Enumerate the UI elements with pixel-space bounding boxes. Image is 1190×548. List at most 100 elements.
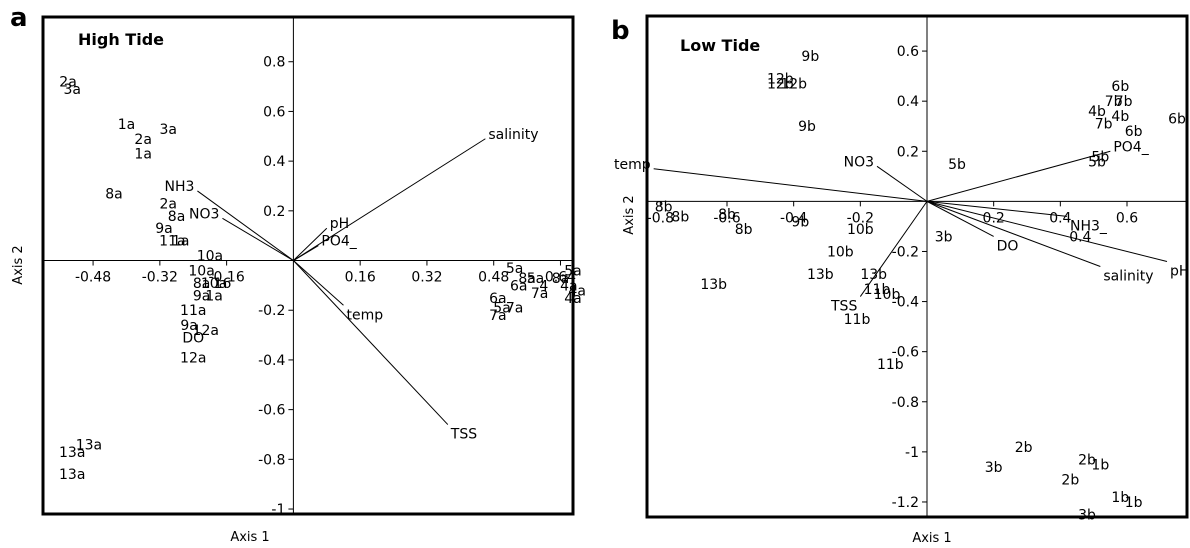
panel-a-plot: -0.48 -0.32 -0.16 0.16 0.32 0.48 0.64 0.8 0.6 0.4… bbox=[43, 17, 586, 518]
site-point: 12b bbox=[767, 72, 794, 88]
vector-line bbox=[293, 227, 328, 261]
vector-line bbox=[293, 138, 486, 261]
site-point: 1b bbox=[1125, 495, 1143, 511]
vector-line bbox=[197, 190, 294, 261]
y-tick-label: 0.2 bbox=[897, 144, 919, 160]
site-point: 13b bbox=[860, 267, 887, 283]
vector-line bbox=[293, 260, 449, 425]
vector-line bbox=[926, 150, 1111, 202]
x-tick-label: 0.4 bbox=[1049, 210, 1071, 226]
y-tick-label: 0.4 bbox=[263, 154, 285, 170]
site-point: 5a bbox=[506, 261, 524, 277]
site-point: 5a bbox=[564, 263, 582, 279]
x-tick-label: -0.32 bbox=[142, 270, 178, 286]
vector-line bbox=[859, 201, 928, 297]
site-point: 7b bbox=[1115, 94, 1133, 110]
site-point: 9b bbox=[798, 119, 816, 135]
site-point: 13b bbox=[700, 277, 727, 293]
panel-a-xlabel: Axis 1 bbox=[230, 530, 269, 545]
vector-line bbox=[926, 200, 994, 237]
y-tick-label: 0.6 bbox=[263, 104, 285, 120]
x-tick-label: 0.6 bbox=[1116, 210, 1138, 226]
site-point: 8a bbox=[552, 271, 570, 287]
site-point: 10a bbox=[188, 263, 214, 279]
vector-line bbox=[653, 168, 928, 202]
site-point: 9b bbox=[801, 49, 819, 65]
site-point: 1b bbox=[1111, 490, 1129, 506]
site-point: 2a bbox=[134, 132, 152, 148]
site-point: 10b bbox=[847, 222, 874, 238]
vector-label: PO4_ bbox=[1113, 139, 1149, 155]
vector-line bbox=[926, 200, 1101, 267]
site-point: 5b bbox=[948, 157, 966, 173]
site-point: 8b bbox=[671, 209, 689, 225]
site-point: 8b bbox=[735, 222, 753, 238]
y-tick-label: -1 bbox=[271, 502, 285, 518]
site-point: 3a bbox=[63, 82, 81, 98]
y-tick-label: -0.6 bbox=[892, 345, 919, 361]
site-point: 4a bbox=[564, 291, 582, 307]
vector-line bbox=[926, 200, 1068, 217]
site-point: 2a bbox=[159, 196, 177, 212]
vector-label: temp bbox=[346, 307, 383, 323]
x-tick-label: -0.6 bbox=[713, 210, 740, 226]
x-tick-label: 0.16 bbox=[345, 270, 376, 286]
site-point: 9a bbox=[193, 288, 211, 304]
site-point: 9a bbox=[155, 221, 173, 237]
y-tick-label: -0.4 bbox=[892, 295, 919, 311]
site-point: 10b bbox=[827, 244, 854, 260]
y-tick-label: 0.2 bbox=[263, 204, 285, 220]
vector-line bbox=[876, 165, 928, 202]
vector-label: DO bbox=[997, 238, 1019, 254]
vector-label: TSS bbox=[450, 427, 477, 443]
site-point: 6a bbox=[510, 278, 528, 294]
site-point: 9a bbox=[180, 318, 198, 334]
vector-line bbox=[222, 217, 294, 261]
site-point: 11a bbox=[159, 234, 185, 250]
panel-b-plot: -0.8-0.6-0.4-0.20.20.40.60.60.40.2-0.2-0… bbox=[614, 16, 1189, 523]
vector-label: NH3_ bbox=[1070, 218, 1108, 234]
site-point: 4b bbox=[1111, 109, 1129, 125]
site-point: 4a bbox=[560, 278, 578, 294]
panel-a-letter: a bbox=[10, 3, 28, 33]
site-point: 1a bbox=[118, 117, 136, 133]
site-point: 13a bbox=[59, 445, 85, 461]
panel-a: a High Tide Axis 1 Axis 2 -0.48 -0.32 -0.1… bbox=[10, 3, 586, 545]
site-point: 7b bbox=[1105, 94, 1123, 110]
site-point: 8a bbox=[193, 276, 211, 292]
vector-line bbox=[293, 245, 319, 261]
site-point: 12b bbox=[767, 77, 794, 93]
site-point: 12b bbox=[780, 77, 807, 93]
x-tick-label: -0.2 bbox=[847, 210, 874, 226]
vector-label: pH bbox=[1170, 263, 1189, 279]
vector-label: salinity bbox=[488, 127, 538, 143]
site-point: 6b bbox=[1125, 124, 1143, 140]
vector-line bbox=[926, 200, 1168, 262]
site-point: 5b bbox=[1088, 154, 1106, 170]
site-point: 8a bbox=[105, 186, 123, 202]
vector-label: temp bbox=[614, 157, 651, 173]
site-point: DO bbox=[182, 331, 204, 347]
site-point: 3a bbox=[159, 122, 177, 138]
x-tick-label: 0.64 bbox=[545, 270, 576, 286]
site-point: 6a bbox=[489, 291, 507, 307]
vector-label: salinity bbox=[1103, 269, 1153, 285]
vector-label: NO3 bbox=[844, 154, 874, 170]
panel-b-frame bbox=[645, 14, 1189, 519]
x-tick-label: -0.48 bbox=[75, 270, 111, 286]
y-tick-label: -1 bbox=[905, 445, 919, 461]
y-tick-label: -0.2 bbox=[258, 303, 285, 319]
vector-label: pH bbox=[330, 216, 349, 232]
site-point: 6b bbox=[1168, 112, 1186, 128]
site-point: 2b bbox=[1078, 452, 1096, 468]
site-point: 2b bbox=[1061, 472, 1079, 488]
site-point: 11b bbox=[877, 357, 904, 373]
panel-b-letter: b bbox=[611, 16, 630, 46]
site-point: 8a bbox=[518, 271, 536, 287]
panel-a-frame bbox=[41, 15, 575, 516]
x-tick-label: -0.4 bbox=[780, 210, 807, 226]
site-point: 3b bbox=[985, 460, 1003, 476]
x-tick-label: -0.16 bbox=[209, 270, 245, 286]
site-point: 16 bbox=[214, 276, 232, 292]
